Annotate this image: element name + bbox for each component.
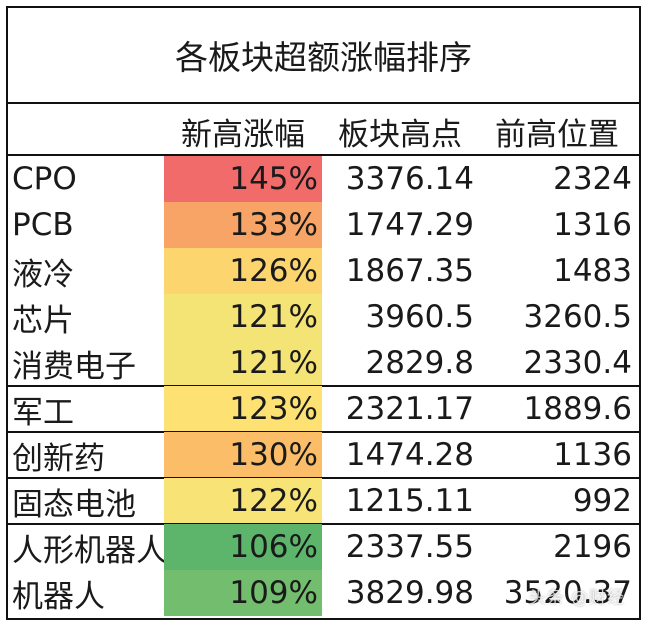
sector-high-cell: 2829.8 xyxy=(365,345,474,381)
group-divider xyxy=(8,431,639,433)
header-sector-high: 板块高点 xyxy=(338,116,462,153)
new-high-pct-cell: 106% xyxy=(164,524,322,570)
new-high-pct-cell: 121% xyxy=(164,340,322,386)
sector-name-cell: CPO xyxy=(12,161,77,197)
new-high-pct-cell: 133% xyxy=(164,202,322,248)
prev-high-cell: 1483 xyxy=(553,253,632,289)
prev-high-cell: 2324 xyxy=(553,161,632,197)
table-row: 消费电子 121% 2829.8 2330.4 xyxy=(8,340,639,386)
sector-high-cell: 2321.17 xyxy=(345,391,474,427)
sector-name-cell: 芯片 xyxy=(12,302,74,339)
new-high-pct-cell: 121% xyxy=(164,294,322,340)
sector-name-cell: PCB xyxy=(12,207,74,243)
new-high-pct-cell: 130% xyxy=(164,432,322,478)
sector-name-cell: 创新药 xyxy=(12,440,105,477)
sector-high-cell: 1747.29 xyxy=(345,207,474,243)
sector-name-cell: 固态电池 xyxy=(12,486,136,523)
new-high-pct-cell: 122% xyxy=(164,478,322,524)
prev-high-cell: 2196 xyxy=(553,529,632,565)
header-divider xyxy=(8,154,639,156)
new-high-pct-cell: 123% xyxy=(164,386,322,432)
group-divider xyxy=(8,523,639,525)
table-row: 芯片 121% 3960.5 3260.5 xyxy=(8,294,639,340)
table-row: PCB 133% 1747.29 1316 xyxy=(8,202,639,248)
group-divider xyxy=(8,477,639,479)
new-high-pct-cell: 126% xyxy=(164,248,322,294)
prev-high-cell: 2330.4 xyxy=(523,345,632,381)
table-row: CPO 145% 3376.14 2324 xyxy=(8,156,639,202)
table-row: 创新药 130% 1474.28 1136 xyxy=(8,432,639,478)
group-divider xyxy=(8,385,639,387)
table-row: 人形机器人 106% 2337.55 2196 xyxy=(8,524,639,570)
table-row: 机器人 109% 3829.98 3520.37 xyxy=(8,570,639,616)
prev-high-cell: 1889.6 xyxy=(523,391,632,427)
table-frame: 各板块超额涨幅排序 新高涨幅 板块高点 前高位置 CPO 145% 3376.14 2… xyxy=(6,6,641,620)
prev-high-cell: 1136 xyxy=(553,437,632,473)
sector-high-cell: 3829.98 xyxy=(345,575,474,611)
sector-name-cell: 军工 xyxy=(12,394,74,431)
header-new-high-pct: 新高涨幅 xyxy=(181,116,305,153)
sector-high-cell: 2337.55 xyxy=(345,529,474,565)
header-prev-high: 前高位置 xyxy=(495,116,619,153)
table-row: 液冷 126% 1867.35 1483 xyxy=(8,248,639,294)
prev-high-cell: 1316 xyxy=(553,207,632,243)
sector-high-cell: 1215.11 xyxy=(345,483,474,519)
sector-name-cell: 液冷 xyxy=(12,256,74,293)
prev-high-cell: 3260.5 xyxy=(523,299,632,335)
new-high-pct-cell: 109% xyxy=(164,570,322,616)
sector-high-cell: 1474.28 xyxy=(345,437,474,473)
table-title: 各板块超额涨幅排序 xyxy=(8,8,639,104)
table-row: 军工 123% 2321.17 1889.6 xyxy=(8,386,639,432)
table-row: 固态电池 122% 1215.11 992 xyxy=(8,478,639,524)
sector-high-cell: 1867.35 xyxy=(345,253,474,289)
sector-name-cell: 消费电子 xyxy=(12,348,136,385)
watermark: 头条 @财经 xyxy=(528,588,625,608)
prev-high-cell: 992 xyxy=(572,483,632,519)
prev-high-cell: 3520.37 xyxy=(503,575,632,611)
sector-name-cell: 机器人 xyxy=(12,578,105,615)
sector-high-cell: 3376.14 xyxy=(345,161,474,197)
new-high-pct-cell: 145% xyxy=(164,156,322,202)
sector-high-cell: 3960.5 xyxy=(365,299,474,335)
sector-name-cell: 人形机器人 xyxy=(12,532,164,569)
